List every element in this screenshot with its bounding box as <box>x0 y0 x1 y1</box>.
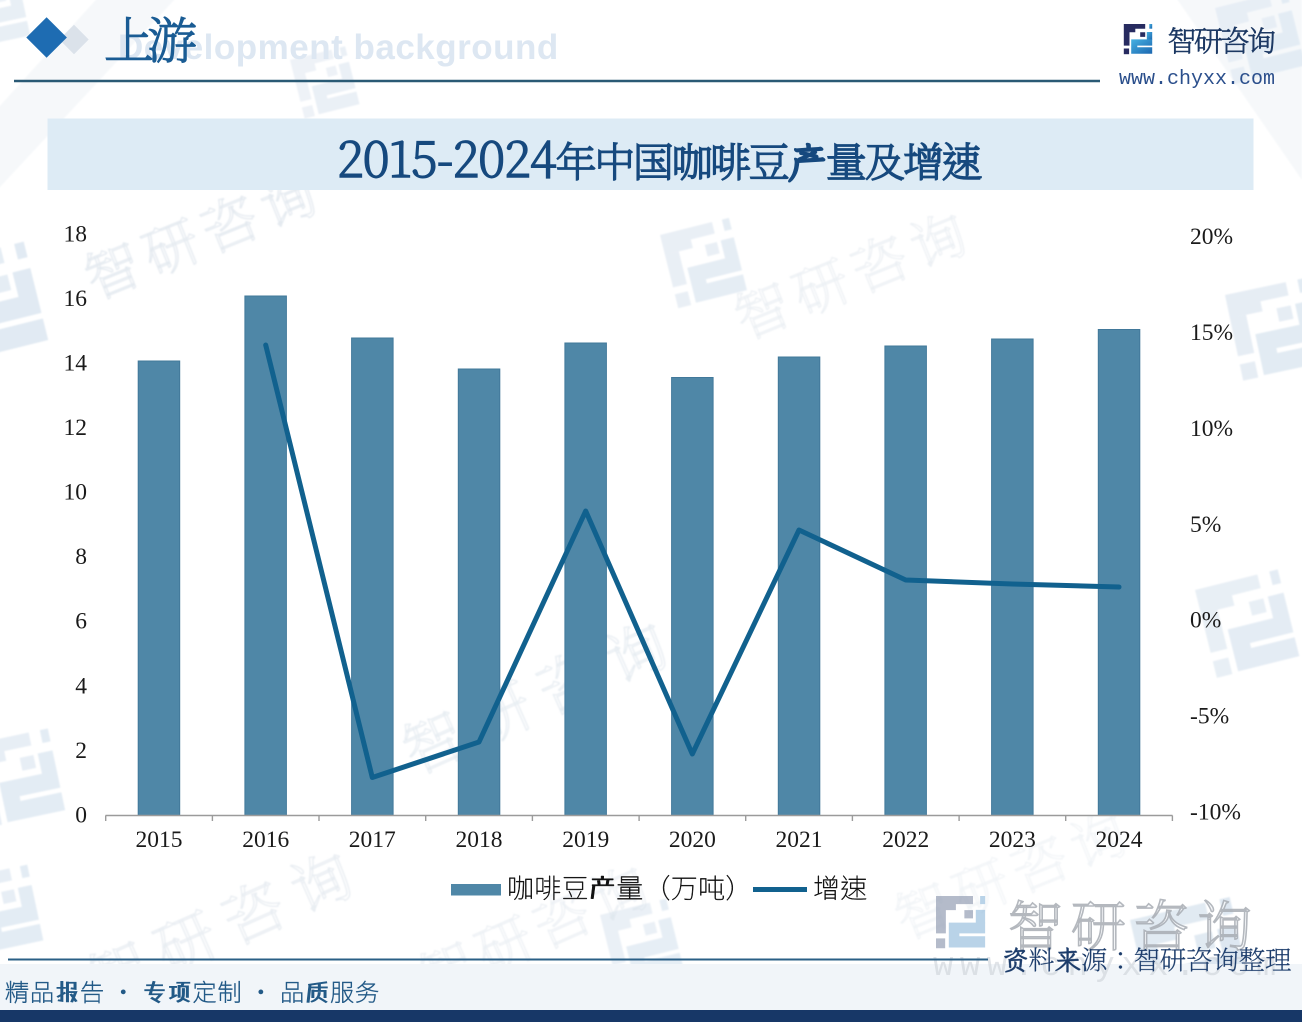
svg-text:www.chyxx.com: www.chyxx.com <box>1119 68 1275 91</box>
svg-text:12: 12 <box>64 415 88 441</box>
svg-text:-10%: -10% <box>1190 800 1241 826</box>
svg-text:10: 10 <box>64 480 88 506</box>
svg-text:8: 8 <box>75 544 87 570</box>
svg-text:-5%: -5% <box>1190 704 1229 730</box>
svg-text:2016: 2016 <box>242 827 289 853</box>
svg-text:20%: 20% <box>1190 224 1233 250</box>
svg-text:5%: 5% <box>1190 512 1221 538</box>
svg-text:0: 0 <box>75 802 87 828</box>
svg-text:14: 14 <box>64 351 88 377</box>
svg-text:2022: 2022 <box>882 827 929 853</box>
svg-text:10%: 10% <box>1190 416 1233 442</box>
svg-text:2024: 2024 <box>1096 827 1143 853</box>
svg-text:16: 16 <box>64 286 88 312</box>
svg-text:2021: 2021 <box>776 827 823 853</box>
svg-text:www.chyxx.com: www.chyxx.com <box>933 948 1283 986</box>
svg-text:2017: 2017 <box>349 827 396 853</box>
svg-text:2: 2 <box>75 738 87 764</box>
svg-text:6: 6 <box>75 609 87 635</box>
svg-text:4: 4 <box>75 673 87 699</box>
svg-text:0%: 0% <box>1190 608 1221 634</box>
svg-text:2023: 2023 <box>989 827 1036 853</box>
svg-text:15%: 15% <box>1190 320 1233 346</box>
svg-text:2018: 2018 <box>456 827 503 853</box>
svg-text:18: 18 <box>64 221 88 247</box>
svg-text:2020: 2020 <box>669 827 716 853</box>
svg-text:2015: 2015 <box>136 827 183 853</box>
svg-text:2019: 2019 <box>562 827 609 853</box>
